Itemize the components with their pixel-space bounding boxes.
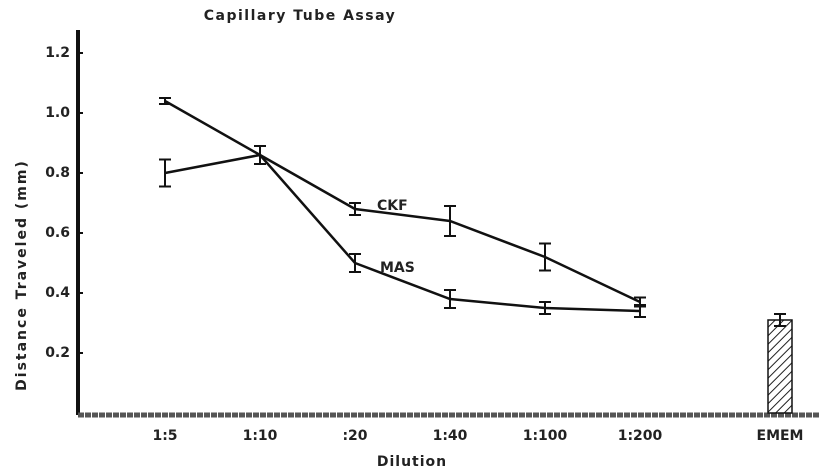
series-line [164, 153, 641, 304]
y-tick-label: 1.0 [45, 105, 70, 121]
y-tick-label: 0.6 [45, 225, 70, 241]
error-bar [444, 289, 456, 309]
bar [767, 319, 793, 414]
series-label: MAS [380, 260, 415, 276]
x-tick-label: 1:5 [152, 428, 177, 444]
error-bar [254, 145, 266, 165]
error-bar [349, 253, 361, 273]
chart-title: Capillary Tube Assay [204, 8, 397, 24]
x-tick-label: 1:100 [523, 428, 568, 444]
series-line [164, 99, 641, 313]
error-bar [539, 301, 551, 315]
error-bar [159, 97, 171, 105]
x-tick-label: 1:40 [433, 428, 468, 444]
error-bar [159, 158, 171, 188]
x-tick-label: 1:200 [618, 428, 663, 444]
series-label: CKF [377, 198, 408, 214]
y-tick-label: 0.2 [45, 345, 70, 361]
error-bar [774, 313, 786, 327]
y-tick-label: 0.8 [45, 165, 70, 181]
y-axis-label: Distance Traveled (mm) [14, 159, 30, 391]
error-bar [349, 202, 361, 216]
error-bar [539, 242, 551, 272]
x-tick-label: 1:10 [243, 428, 278, 444]
x-tick-label: EMEM [757, 428, 804, 444]
y-tick-label: 1.2 [45, 45, 70, 61]
error-bar [634, 304, 646, 318]
y-tick-label: 0.4 [45, 285, 70, 301]
x-tick-label: :20 [342, 428, 367, 444]
x-axis-label: Dilution [377, 454, 447, 470]
error-bar [444, 205, 456, 237]
